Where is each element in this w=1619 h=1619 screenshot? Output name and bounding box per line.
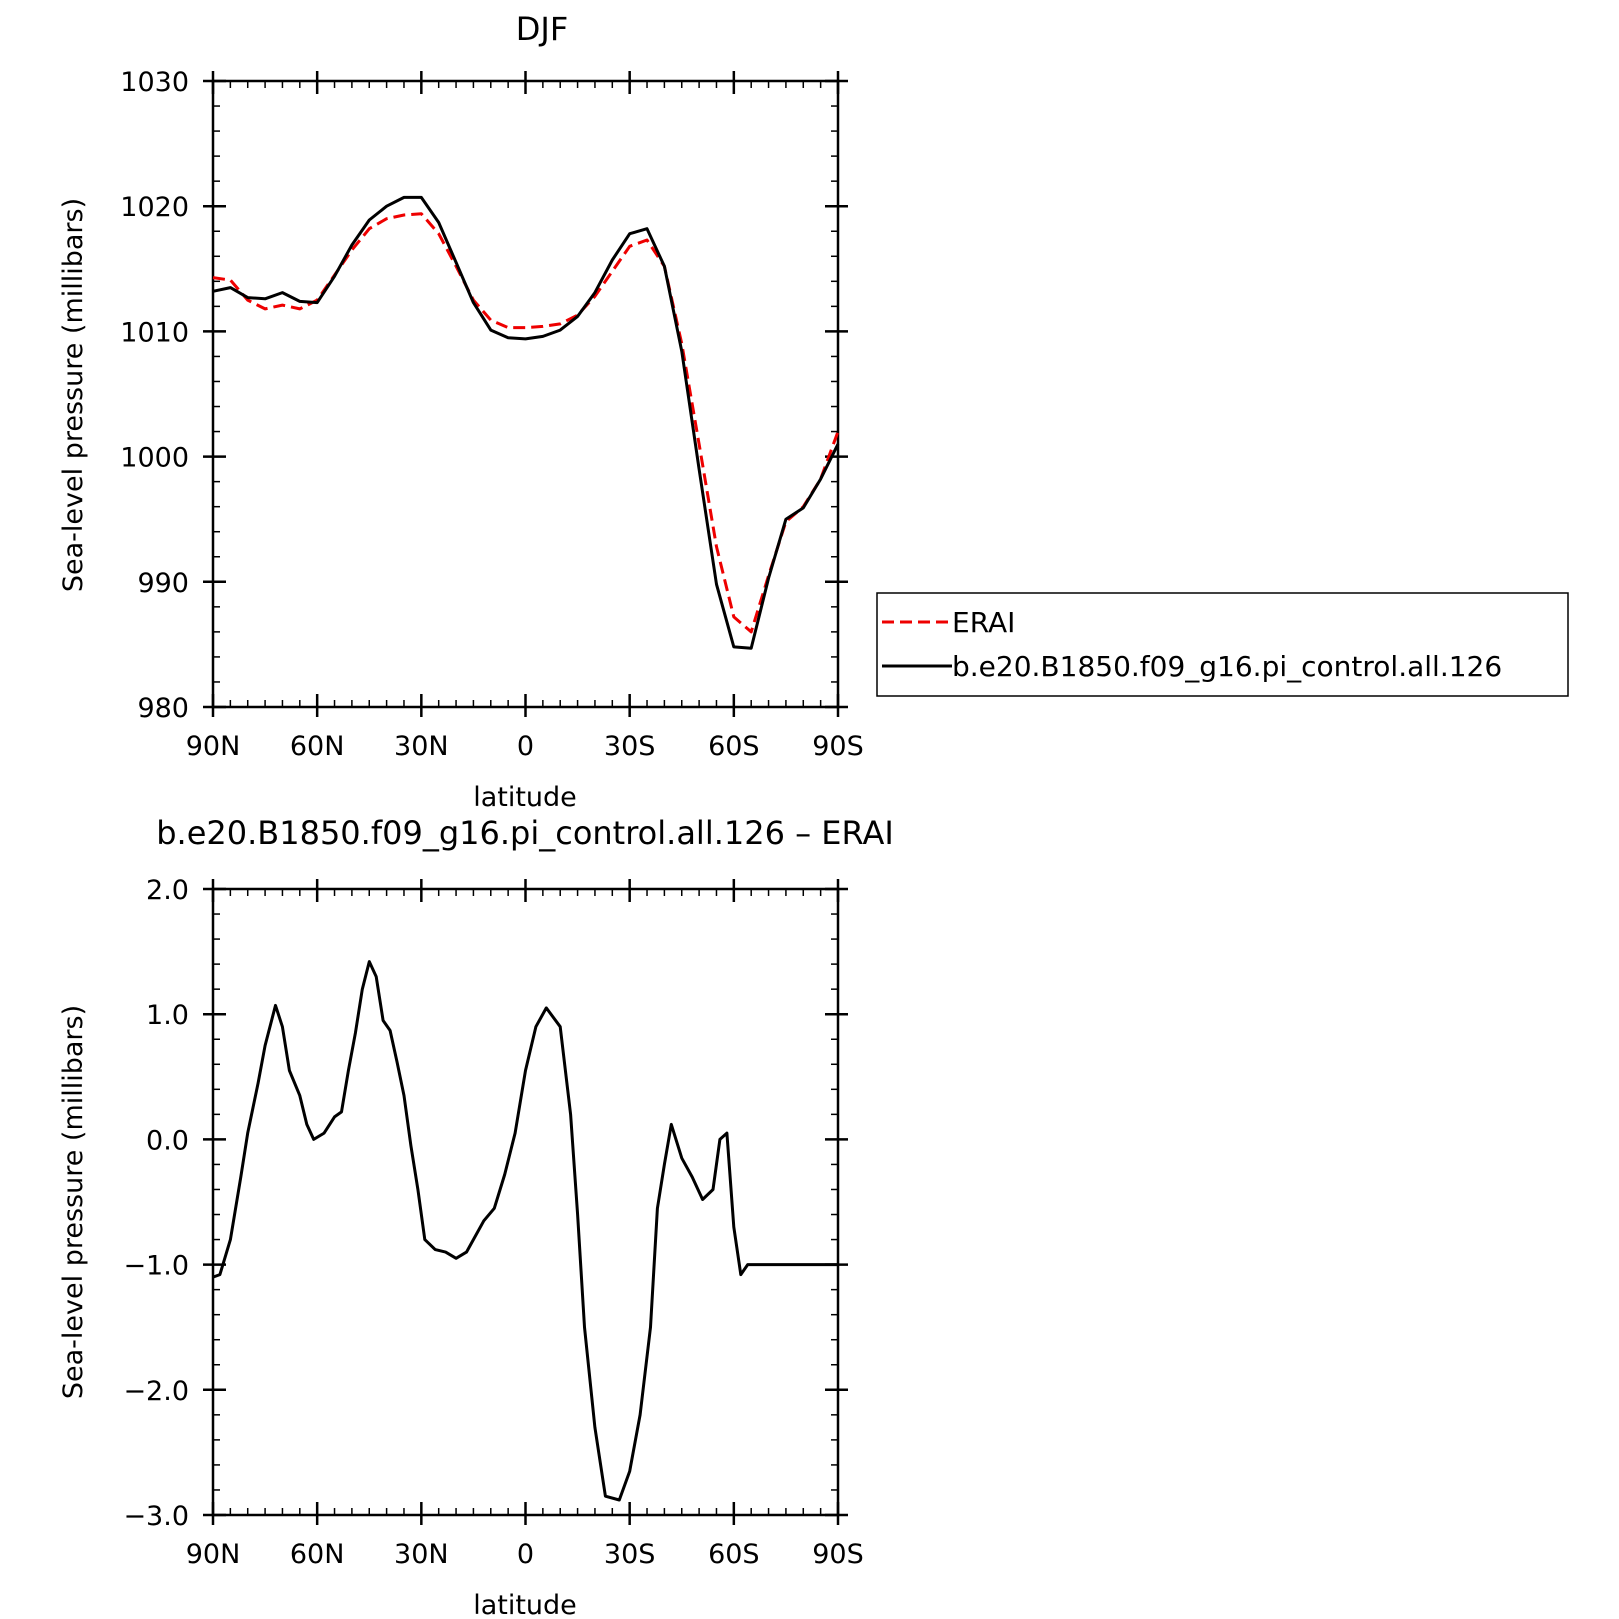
legend-label-erai: ERAI <box>952 606 1015 639</box>
x-tick-label: 90N <box>186 1539 241 1570</box>
top-chart-title: DJF <box>516 10 568 48</box>
x-tick-label: 90S <box>812 1539 864 1570</box>
bottom-y-axis-label: Sea-level pressure (millibars) <box>58 1005 89 1399</box>
y-tick-label: −2.0 <box>123 1376 189 1407</box>
plot-frame <box>211 79 840 709</box>
x-tick-label: 90S <box>812 731 864 762</box>
series-line-difference <box>212 960 838 1502</box>
y-tick-label: 990 <box>137 568 189 599</box>
x-tick-label: 30N <box>394 731 449 762</box>
y-tick-label: 1030 <box>120 67 189 98</box>
y-tick-label: 1010 <box>120 317 189 348</box>
series-line-erai <box>212 212 840 634</box>
bottom-plot-area: 90N 60N 30N 0 30S 60S 90S −3.0 −2.0 −1.0 0.0 1.0 2.0 <box>123 875 863 1570</box>
legend-box <box>876 592 1569 697</box>
top-x-axis-label: latitude <box>473 782 577 813</box>
x-tick-label: 30N <box>394 1539 449 1570</box>
y-tick-label: 0.0 <box>146 1125 189 1156</box>
legend: ERAI b.e20.B1850.f09_g16.pi_control.all.… <box>876 592 1569 697</box>
x-tick-label: 90N <box>186 731 241 762</box>
x-tick-label: 60S <box>708 731 760 762</box>
legend-label-model: b.e20.B1850.f09_g16.pi_control.all.126 <box>952 650 1502 683</box>
bottom-chart-title: b.e20.B1850.f09_g16.pi_control.all.126 –… <box>156 814 894 852</box>
top-chart-panel: DJF 90N 60N 30N 0 30S 60S 90S 980 990 1000 1010 102… <box>58 10 864 813</box>
x-tick-label: 60N <box>290 731 345 762</box>
series-line-b-e20-b1850-f09-g16-pi-control-all-126 <box>212 195 840 650</box>
x-tick-label: 0 <box>517 731 534 762</box>
x-tick-label: 30S <box>604 731 656 762</box>
y-tick-label: 2.0 <box>146 875 189 906</box>
y-tick-label: −1.0 <box>123 1251 189 1282</box>
x-tick-label: 30S <box>604 1539 656 1570</box>
top-plot-area: 90N 60N 30N 0 30S 60S 90S 980 990 1000 1010 1020 103… <box>120 67 863 762</box>
x-tick-label: 60S <box>708 1539 760 1570</box>
y-tick-label: 1020 <box>120 192 189 223</box>
bottom-chart-panel: b.e20.B1850.f09_g16.pi_control.all.126 –… <box>58 814 894 1619</box>
x-tick-label: 0 <box>517 1539 534 1570</box>
y-tick-label: −3.0 <box>123 1501 189 1532</box>
x-tick-label: 60N <box>290 1539 345 1570</box>
y-tick-label: 1.0 <box>146 1000 189 1031</box>
y-tick-label: 1000 <box>120 443 189 474</box>
plot-frame <box>211 887 840 1517</box>
bottom-x-axis-label: latitude <box>473 1590 577 1619</box>
y-tick-label: 980 <box>137 693 189 724</box>
top-y-axis-label: Sea-level pressure (millibars) <box>58 198 89 592</box>
